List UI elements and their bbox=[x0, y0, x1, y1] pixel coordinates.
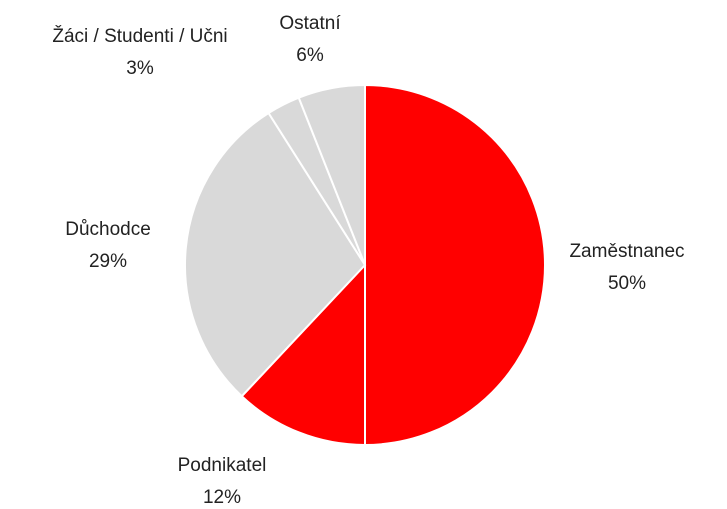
pie-slice bbox=[297, 83, 366, 266]
slice-value-label: 50% bbox=[608, 273, 646, 294]
slice-label: Zaměstnanec bbox=[569, 241, 684, 262]
pie-slice bbox=[364, 83, 546, 447]
pie-slice bbox=[240, 262, 366, 447]
slice-value-label: 6% bbox=[296, 45, 324, 66]
slice-value-label: 3% bbox=[126, 58, 154, 79]
slice-label: Podnikatel bbox=[178, 455, 267, 476]
slice-label: Žáci / Studenti / Učni bbox=[52, 25, 227, 47]
slice-value-label: 12% bbox=[203, 487, 241, 508]
slice-label: Ostatní bbox=[279, 13, 341, 34]
slice-label: Důchodce bbox=[65, 219, 151, 240]
pie-slice bbox=[184, 111, 367, 398]
slice-value-label: 29% bbox=[89, 251, 127, 272]
